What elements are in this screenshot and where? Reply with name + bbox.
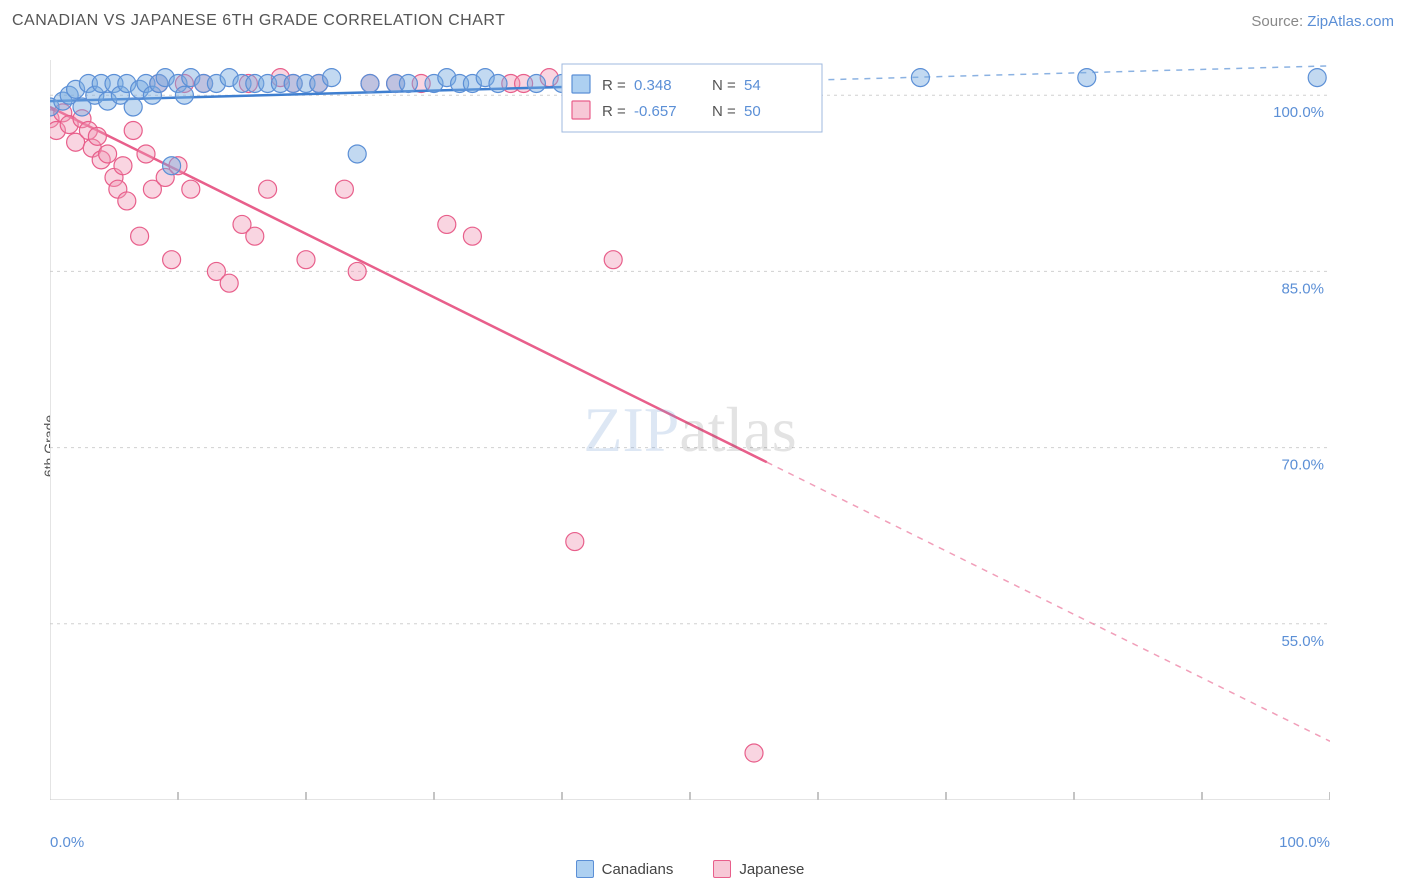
stats-legend: R = 0.348 N = 54 R = -0.657 N = 50 [562,64,822,132]
chart-title: CANADIAN VS JAPANESE 6TH GRADE CORRELATI… [12,12,505,30]
legend-swatch [576,860,594,878]
svg-text:0.348: 0.348 [634,77,672,94]
legend-item: Canadians [576,860,674,878]
legend-label: Canadians [602,861,674,878]
svg-text:70.0%: 70.0% [1281,457,1324,474]
scatter-chart-svg: 100.0% 85.0% 70.0% 55.0% R = 0.348 N = 54R = … [50,60,1330,800]
source-prefix: Source: [1251,13,1307,30]
source-link[interactable]: ZipAtlas.com [1307,13,1394,30]
source-attribution: Source: ZipAtlas.com [1251,13,1394,30]
svg-text:100.0%: 100.0% [1273,104,1324,121]
svg-text:-0.657: -0.657 [634,103,677,120]
bottom-legend: Canadians Japanese [50,860,1330,878]
svg-text:50: 50 [744,103,761,120]
legend-swatch [713,860,731,878]
x-axis-ticks: 0.0% 100.0% [50,834,1330,852]
svg-text:N =: N = [712,77,736,94]
x-axis-min-label: 0.0% [50,834,84,851]
svg-text:N =: N = [712,103,736,120]
svg-text:55.0%: 55.0% [1281,633,1324,650]
svg-text:54: 54 [744,77,761,94]
svg-text:R =: R = [602,103,626,120]
legend-label: Japanese [739,861,804,878]
svg-text:85.0%: 85.0% [1281,280,1324,297]
chart-plot-area: 100.0% 85.0% 70.0% 55.0% R = 0.348 N = 54R = … [50,60,1330,800]
x-axis-max-label: 100.0% [1279,834,1330,851]
svg-text:R =: R = [602,77,626,94]
legend-item: Japanese [713,860,804,878]
